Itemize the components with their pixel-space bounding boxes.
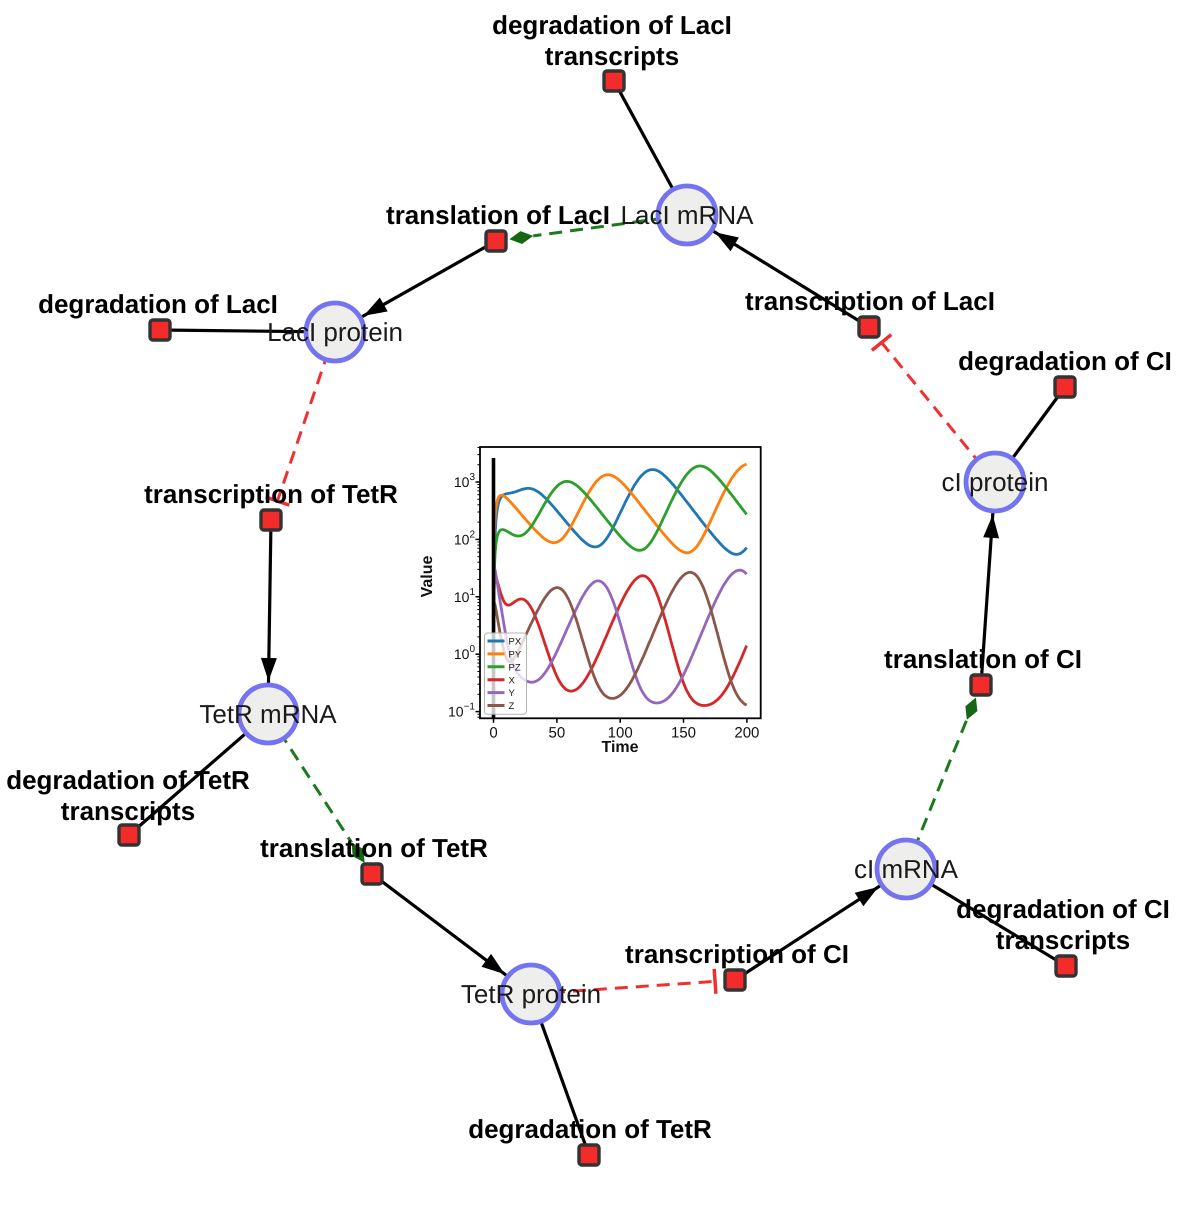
svg-text:150: 150	[671, 724, 696, 741]
svg-text:PY: PY	[509, 650, 522, 661]
svg-text:100: 100	[608, 724, 633, 741]
svg-text:LacI protein: LacI protein	[267, 317, 403, 347]
svg-text:Y: Y	[509, 688, 516, 699]
svg-text:degradation of CI: degradation of CI	[958, 346, 1172, 376]
svg-text:LacI mRNA: LacI mRNA	[621, 200, 755, 230]
svg-text:transcripts: transcripts	[996, 925, 1130, 955]
svg-text:Z: Z	[509, 701, 515, 712]
svg-text:TetR mRNA: TetR mRNA	[199, 699, 337, 729]
svg-text:200: 200	[734, 724, 759, 741]
svg-text:cI mRNA: cI mRNA	[854, 854, 959, 884]
svg-text:Value: Value	[419, 556, 436, 598]
svg-text:PZ: PZ	[509, 662, 521, 673]
svg-text:transcripts: transcripts	[61, 796, 195, 826]
svg-text:transcription of CI: transcription of CI	[625, 939, 849, 969]
svg-text:50: 50	[549, 724, 566, 741]
svg-text:0: 0	[489, 724, 497, 741]
svg-text:degradation of CI: degradation of CI	[956, 894, 1170, 924]
svg-text:translation of CI: translation of CI	[884, 644, 1082, 674]
svg-text:cI protein: cI protein	[942, 467, 1049, 497]
svg-text:transcripts: transcripts	[545, 41, 679, 71]
svg-text:translation of LacI: translation of LacI	[386, 200, 610, 230]
svg-text:PX: PX	[509, 637, 522, 648]
svg-text:TetR protein: TetR protein	[461, 979, 601, 1009]
svg-text:degradation of LacI: degradation of LacI	[492, 10, 732, 40]
svg-text:translation of TetR: translation of TetR	[260, 833, 488, 863]
svg-text:transcription of LacI: transcription of LacI	[745, 286, 995, 316]
svg-text:X: X	[509, 675, 516, 686]
svg-text:degradation of LacI: degradation of LacI	[38, 289, 278, 319]
svg-text:degradation of TetR: degradation of TetR	[6, 765, 250, 795]
svg-text:degradation of TetR: degradation of TetR	[468, 1114, 712, 1144]
svg-text:transcription of TetR: transcription of TetR	[144, 479, 398, 509]
svg-text:Time: Time	[601, 739, 638, 756]
